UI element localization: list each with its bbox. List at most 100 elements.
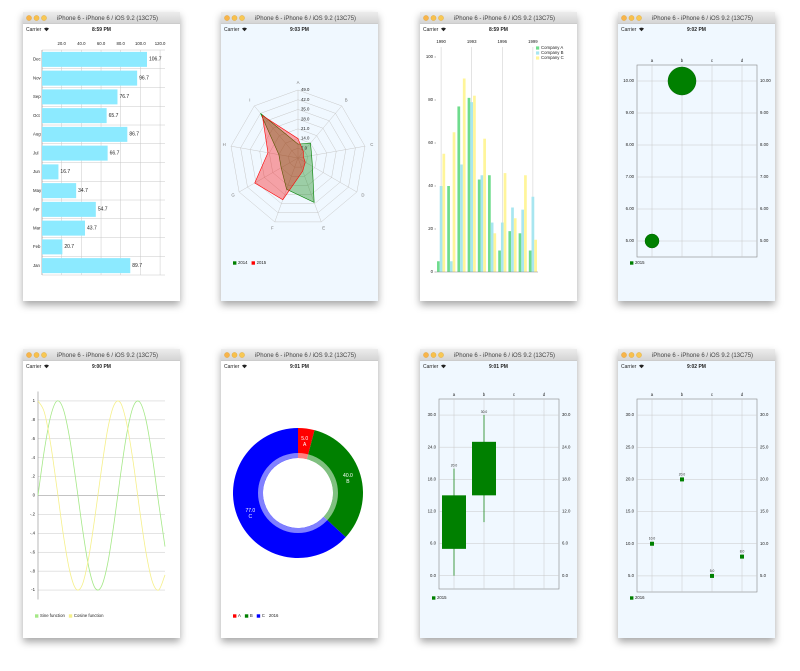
title-bar [23,12,180,24]
spoke [297,157,358,193]
simulator-window: iPhone 6 - iPhone 6 / iOS 9.2 (13C75) Car… [420,349,577,638]
point [650,541,654,546]
traffic-light [33,352,40,358]
bar [511,207,514,272]
line-series [37,400,166,591]
bar [534,239,537,272]
y-tick-label: 20 [428,226,433,231]
bar [513,218,517,272]
simulator-window: iPhone 6 - iPhone 6 / iOS 9.2 (13C75) Car… [23,349,180,638]
y-tick-label: 40 [428,183,433,188]
traffic-light [621,352,627,358]
y2-tick-label: 12.0 [562,509,571,514]
screen-background [23,361,180,638]
bar [528,250,532,272]
axis-label: B [345,98,348,103]
y-tick-label: 10.00 [623,78,634,83]
spoke [297,145,366,159]
legend-swatch [251,261,255,265]
bar [42,70,138,86]
x-tick-label: 80.0 [117,41,126,46]
traffic-light [224,15,230,21]
chart: 0.0 0.0 6.0 6.0 12.0 12.0 18.0 18.0 24.0 24.0 30.0… [428,392,571,600]
x-tick-label: b [681,392,684,397]
y-tick-label: -1 [31,587,35,592]
y-tick-label: .8 [31,417,35,422]
y-tick-label: 20.0 [626,477,635,482]
data-label: 5.0 [710,569,715,573]
x-tick-label: d [543,392,546,397]
y2-tick-label: 10.00 [760,78,771,83]
y-tick-label: 0 [431,269,434,274]
legend-swatch [630,596,634,600]
axis-label: E [322,226,325,231]
y-tick-label: 0 [33,493,36,498]
y-tick-label: .6 [31,436,35,441]
phone-screen: Carrier 9:02 PM 5.00 5.00 6.00 6.00 7.00 7.00 8.… [618,24,775,301]
title-bar [618,12,775,24]
y-tick-label: Aug [33,132,41,137]
traffic-light [41,352,47,358]
data-label: 77.0 [245,508,255,514]
legend-label: B [250,613,253,618]
data-label: 86.7 [129,132,139,138]
wifi-icon [639,364,644,369]
spoke [230,145,299,159]
bar [483,138,486,272]
bar [518,233,522,272]
spoke [238,157,299,193]
point [680,477,684,482]
clock: 9:02 PM [687,27,706,33]
carrier: Carrier [26,27,42,33]
axis-label: C [370,142,373,147]
r-tick-label: 42.0 [301,97,310,102]
line-series [37,400,166,591]
bar [442,153,446,272]
data-label: 20.7 [64,244,74,250]
spoke [297,157,322,222]
carrier: Carrier [423,364,439,370]
axis-label: A [297,80,300,85]
radar-area [254,114,306,201]
data-label: 34.7 [78,188,88,194]
window-title: iPhone 6 - iPhone 6 / iOS 9.2 (13C75) [57,16,158,22]
traffic-light [423,15,429,21]
r-tick-label: 7.0 [301,145,308,150]
bar [42,183,77,199]
simulator-window: iPhone 6 - iPhone 6 / iOS 9.2 (13C75) Car… [618,349,775,638]
simulator-window: iPhone 6 - iPhone 6 / iOS 9.2 (13C75) Car… [221,12,378,301]
window-title: iPhone 6 - iPhone 6 / iOS 9.2 (13C75) [652,353,753,359]
phone-screen: Carrier 9:03 PM A B C D E F G H I 7.0 14.0 21.0 28.0 35… [221,24,378,301]
axis-label: D [361,193,364,198]
clock: 9:01 PM [489,364,508,370]
y2-tick-label: 18.0 [562,476,571,481]
chart: A B C D E F G H I 7.0 14.0 21.0 28.0 35.0 42.0 49.0 2014… [223,80,374,265]
bar [42,145,108,161]
chart: 1 .8 .6 .4 .2 0 -.2 -.4 -.6 -.8 -1 Sine function Cos… [30,391,166,618]
title-bar [420,12,577,24]
y2-tick-label: 5.0 [760,573,767,578]
point [740,554,744,559]
y-tick-label: Feb [33,244,41,249]
y-tick-label: 5.00 [626,238,635,243]
bar [462,78,466,272]
y-tick-label: Jun [33,169,41,174]
clock: 9:01 PM [290,364,309,370]
legend-label: 2015 [257,260,267,265]
wifi-icon [242,27,247,32]
y-tick-label: 30.0 [428,412,437,417]
radar-area [260,113,315,203]
bar [473,95,476,272]
bar [42,126,128,142]
y-tick-label: -.4 [30,530,36,535]
x-tick-label: 60.0 [97,41,106,46]
x-tick-label: 20.0 [57,41,66,46]
y-tick-label: 80 [428,97,433,102]
carrier: Carrier [26,364,42,370]
legend-label: C [262,613,265,618]
x-tick-label: 1999 [528,39,538,44]
slice-label: A [303,442,307,448]
